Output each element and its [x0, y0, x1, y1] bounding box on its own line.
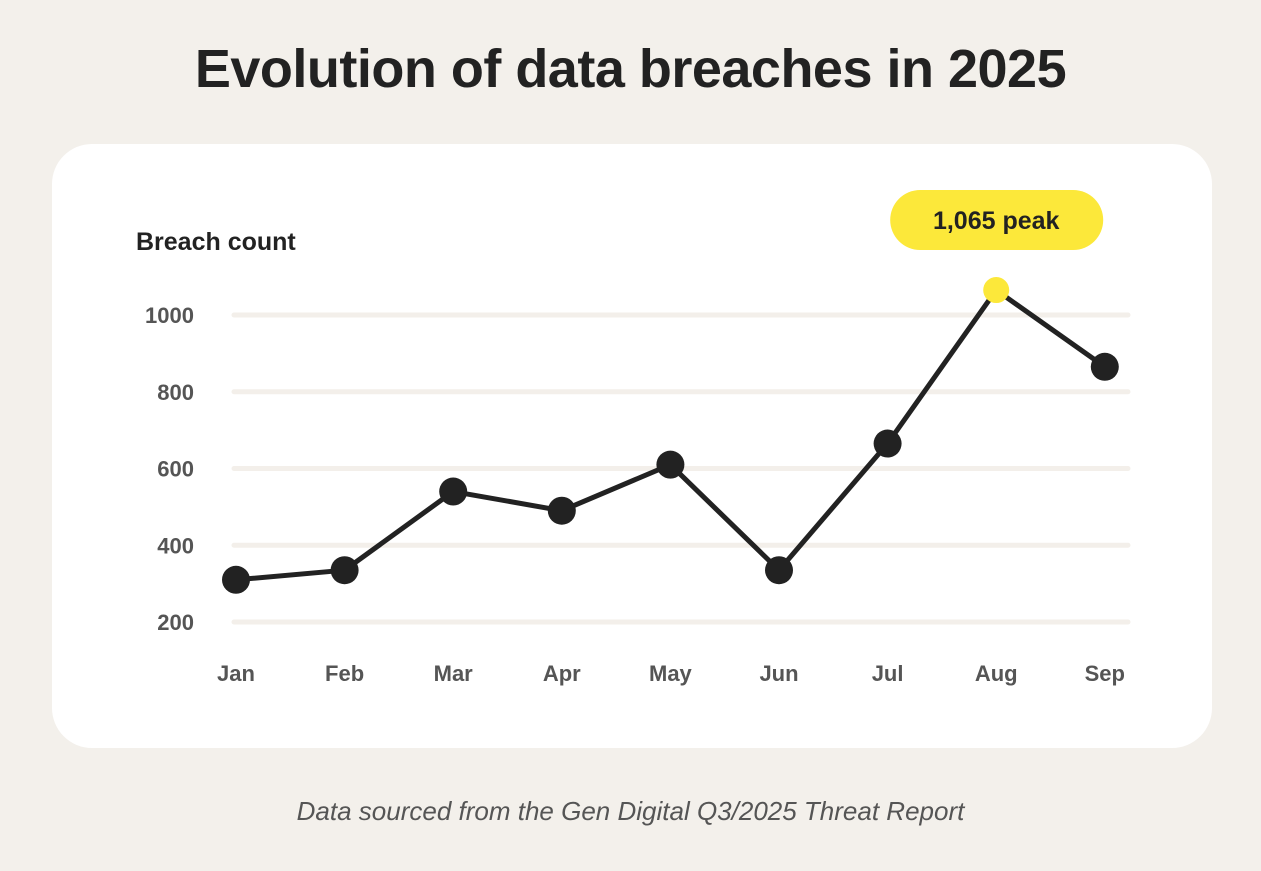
peak-point	[983, 277, 1010, 304]
x-tick-label: Apr	[543, 661, 581, 686]
y-axis-label: Breach count	[136, 228, 296, 256]
x-tick-label: Mar	[434, 661, 474, 686]
chart-title: Evolution of data breaches in 2025	[194, 39, 1067, 99]
data-point	[222, 565, 250, 594]
y-tick-label: 1000	[145, 303, 194, 328]
y-tick-label: 600	[157, 457, 194, 482]
x-tick-label: Jun	[759, 661, 798, 686]
data-point	[439, 477, 468, 506]
peak-label: 1,065 peak	[933, 207, 1060, 235]
x-tick-label: Jan	[217, 661, 255, 686]
x-tick-label: Aug	[975, 661, 1018, 686]
y-tick-label: 800	[157, 380, 194, 405]
data-point	[547, 496, 576, 525]
series-line	[235, 287, 1107, 583]
x-tick-label: Feb	[325, 661, 364, 686]
y-tick-label: 400	[157, 533, 194, 558]
data-point	[1090, 352, 1119, 381]
peak-badge	[890, 190, 1104, 250]
y-tick-label: 200	[157, 610, 194, 635]
x-tick-label: Jul	[872, 661, 904, 686]
data-point	[765, 556, 793, 585]
source-note: Data sourced from the Gen Digital Q3/202…	[296, 796, 965, 826]
data-point	[873, 429, 902, 458]
x-tick-label: May	[649, 661, 693, 686]
data-point	[656, 450, 685, 479]
x-tick-label: Sep	[1085, 661, 1125, 686]
data-point	[330, 556, 359, 585]
